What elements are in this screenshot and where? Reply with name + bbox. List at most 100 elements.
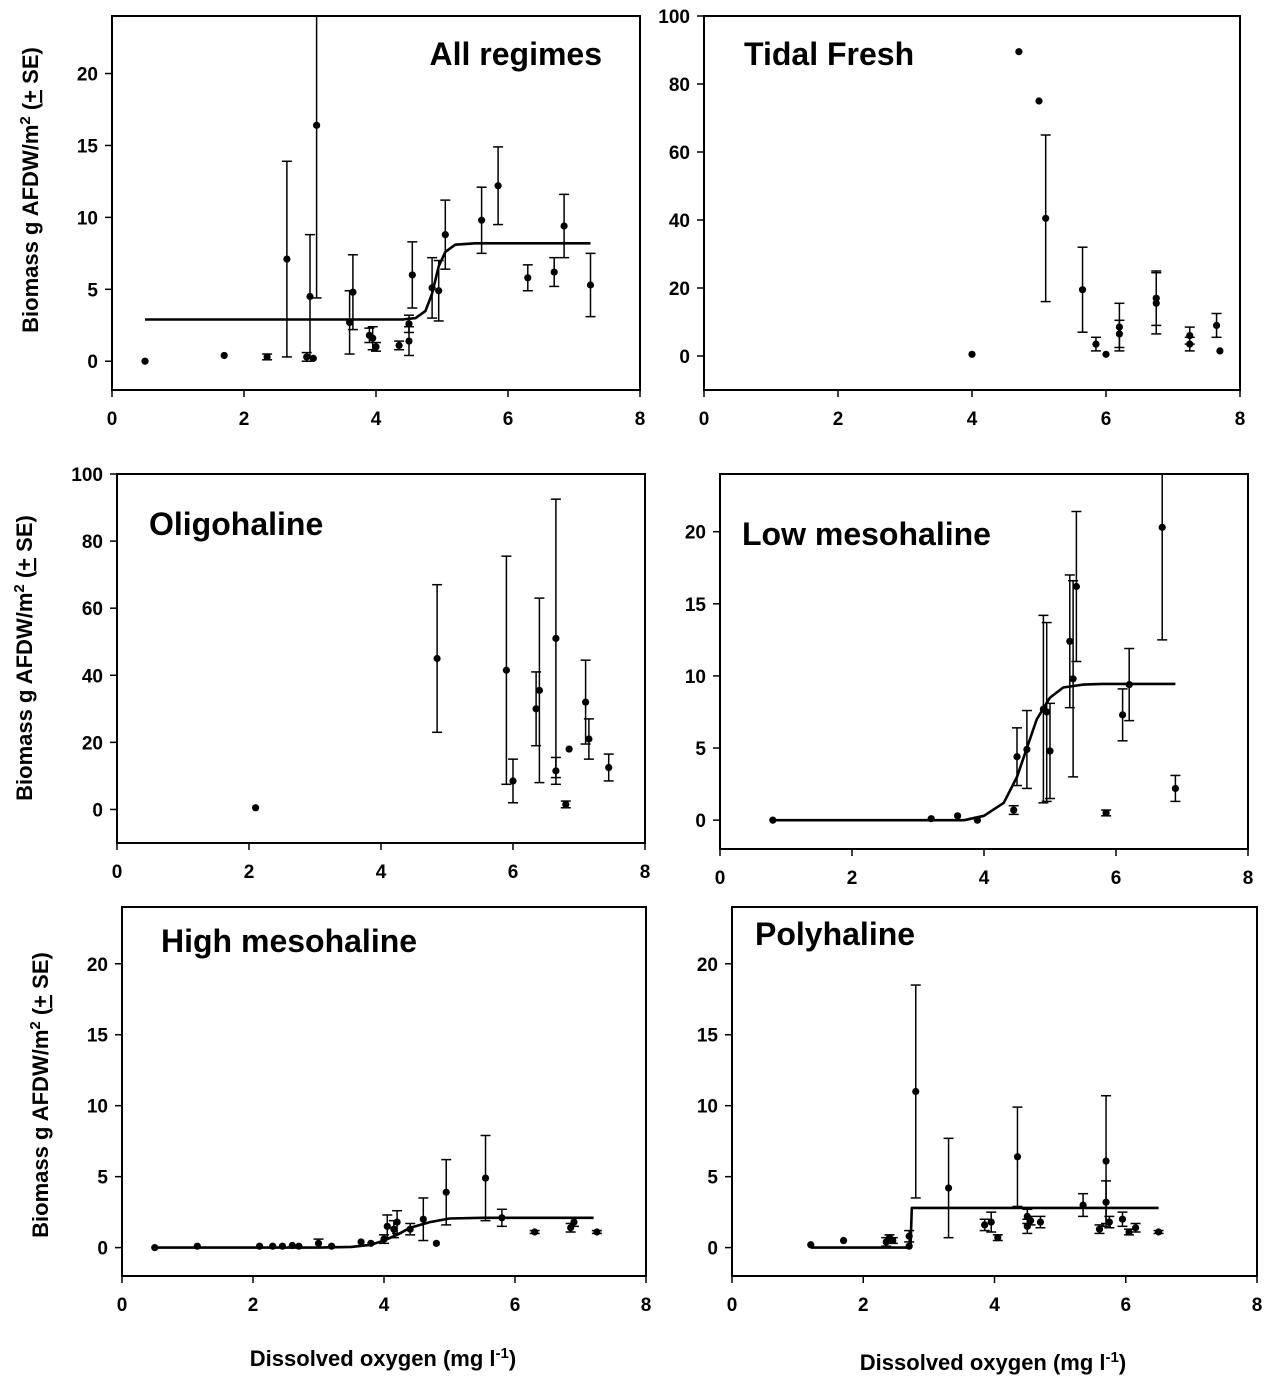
y-tick-label: 5 — [97, 1168, 108, 1189]
data-point — [435, 287, 443, 295]
data-point — [1069, 675, 1077, 683]
data-point — [981, 1221, 989, 1229]
data-point — [303, 353, 311, 361]
plot-frame — [719, 473, 1249, 850]
data-point — [532, 705, 540, 713]
data-point — [560, 222, 568, 230]
data-point — [769, 816, 777, 824]
data-point — [433, 654, 441, 663]
data-point — [1152, 299, 1160, 307]
data-point — [390, 1225, 398, 1233]
y-tick-label: 60 — [669, 143, 690, 164]
data-point — [944, 1184, 953, 1192]
data-point — [550, 268, 558, 276]
data-point — [839, 1236, 848, 1245]
data-point — [395, 341, 403, 350]
data-point — [151, 1244, 159, 1252]
y-tick-label: 5 — [695, 739, 706, 760]
data-point — [1212, 321, 1221, 329]
y-tick-label: 0 — [679, 347, 690, 368]
data-point — [263, 353, 271, 361]
x-tick-label: 2 — [833, 409, 844, 430]
data-point — [889, 1236, 897, 1245]
x-tick-label: 6 — [503, 409, 514, 430]
y-tick-label: 20 — [87, 955, 108, 976]
x-tick-label: 4 — [967, 409, 978, 430]
x-tick-label: 0 — [727, 1295, 738, 1316]
x-tick-label: 6 — [1111, 868, 1122, 889]
data-point — [380, 1235, 388, 1243]
x-tick-label: 8 — [641, 1295, 652, 1316]
data-point — [269, 1242, 277, 1250]
data-point — [994, 1234, 1002, 1242]
data-point — [1035, 97, 1043, 105]
data-point — [1115, 330, 1123, 338]
data-point — [954, 812, 962, 820]
panel-polyhaline: 0 2 4 6 8 0 5 10 15 20 Polyhaline — [697, 906, 1262, 1316]
data-point — [1043, 708, 1051, 716]
x-tick-label: 4 — [989, 1295, 1000, 1316]
data-point — [278, 1242, 287, 1250]
data-point — [1015, 48, 1023, 56]
y-tick-label: 15 — [697, 1026, 719, 1047]
panel-title: Low mesohaline — [742, 516, 991, 552]
y-tick-label: 10 — [87, 1097, 108, 1118]
data-point — [807, 1241, 815, 1249]
data-point — [524, 274, 532, 282]
data-point — [1125, 1228, 1133, 1236]
x-tick-label: 0 — [117, 1295, 128, 1316]
data-point — [1102, 809, 1110, 817]
x-tick-label: 2 — [239, 409, 250, 430]
data-point — [369, 334, 377, 342]
data-point — [552, 634, 560, 642]
data-point — [295, 1242, 303, 1250]
data-point — [1102, 350, 1110, 358]
plot-area — [807, 984, 1164, 1250]
y-tick-label: 80 — [82, 532, 103, 553]
data-point — [987, 1218, 995, 1226]
x-tick-label: 2 — [248, 1295, 259, 1316]
panel-low-mesohaline: 0 2 4 6 8 0 5 10 15 20 Low mesohaline — [685, 473, 1253, 889]
y-tick-label: 0 — [707, 1239, 718, 1260]
panel-title: Tidal Fresh — [744, 36, 914, 72]
data-point — [1026, 1217, 1035, 1225]
data-point — [349, 288, 357, 296]
x-tick-label: 2 — [858, 1295, 869, 1316]
data-point — [494, 182, 502, 190]
data-point — [582, 698, 590, 706]
data-point — [1095, 1225, 1104, 1233]
data-point — [1154, 1228, 1163, 1236]
x-tick-label: 8 — [640, 862, 651, 883]
panel-high-mesohaline: 0 2 4 6 8 0 5 10 15 20 High mesohaline — [87, 906, 652, 1316]
y-tick-label: 5 — [87, 280, 98, 301]
data-point — [605, 763, 613, 772]
y-tick-label: 20 — [82, 733, 103, 754]
data-point — [1171, 784, 1179, 793]
data-point — [905, 1242, 913, 1250]
data-point — [406, 1225, 414, 1233]
plot-frame — [703, 15, 1241, 391]
data-point — [419, 1215, 427, 1223]
panel-title: All regimes — [429, 36, 602, 72]
y-tick-label: 20 — [77, 65, 98, 86]
data-point — [1131, 1224, 1140, 1232]
data-point — [1158, 523, 1166, 531]
data-point — [309, 354, 317, 362]
x-tick-label: 6 — [510, 1295, 521, 1316]
x-tick-label: 8 — [635, 409, 646, 430]
data-point — [383, 1222, 391, 1230]
data-point — [565, 745, 573, 753]
data-point — [328, 1242, 336, 1250]
y-tick-label: 10 — [77, 208, 98, 229]
data-point — [535, 686, 544, 694]
data-point — [314, 1239, 323, 1247]
panel-title: Polyhaline — [755, 916, 915, 952]
y-tick-label: 40 — [669, 211, 690, 232]
panel-title: Oligohaline — [149, 506, 323, 542]
x-tick-label: 2 — [244, 862, 255, 883]
data-point — [1010, 806, 1018, 814]
x-tick-label: 2 — [847, 868, 858, 889]
